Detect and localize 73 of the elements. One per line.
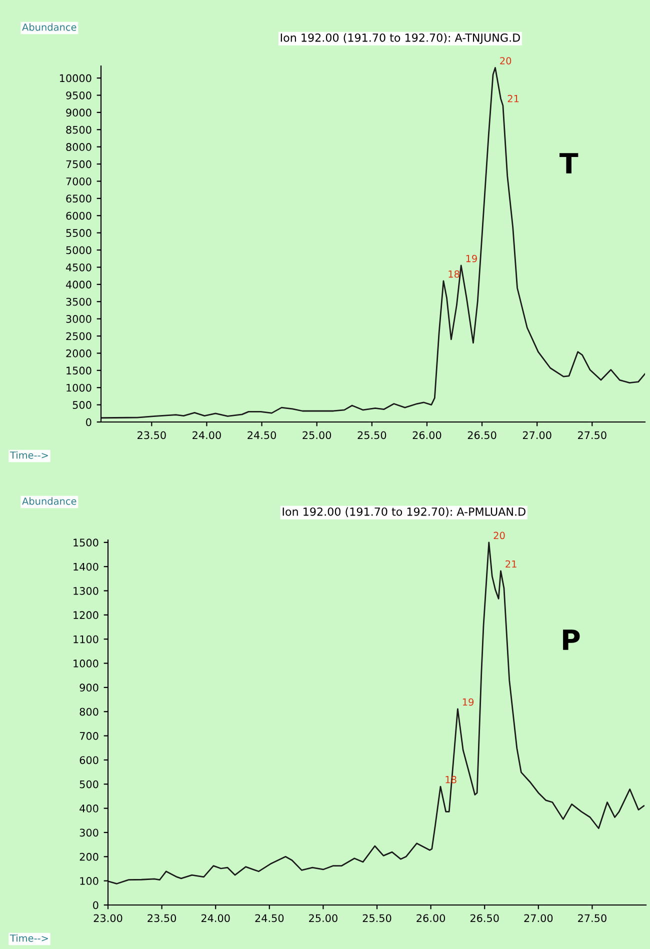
chart-title: Ion 192.00 (191.70 to 192.70): A-PMLUAN.D bbox=[282, 507, 526, 518]
x-axis-title: Time--> bbox=[10, 934, 48, 942]
y-tick-label: 800 bbox=[80, 708, 98, 716]
x-tick-label: 27.50 bbox=[578, 431, 606, 440]
y-tick-label: 5000 bbox=[66, 246, 92, 254]
y-tick-label: 8500 bbox=[66, 126, 92, 134]
y-tick-label: 900 bbox=[80, 684, 98, 692]
y-tick-label: 1400 bbox=[74, 562, 98, 571]
y-tick-label: 600 bbox=[80, 756, 98, 764]
annotation: P bbox=[563, 630, 580, 650]
y-tick-label: 7500 bbox=[66, 160, 92, 168]
y-tick-label: 3000 bbox=[66, 315, 92, 323]
y-tick-label: 5500 bbox=[66, 229, 92, 237]
y-tick-label: 1200 bbox=[74, 611, 98, 620]
annotation: 21 bbox=[508, 94, 519, 102]
y-axis-title: Abundance bbox=[22, 23, 76, 31]
y-tick-label: 1000 bbox=[66, 384, 92, 392]
x-tick-label: 24.50 bbox=[248, 431, 276, 440]
chart-title: Ion 192.00 (191.70 to 192.70): A-TNJUNG.D bbox=[280, 33, 520, 44]
x-tick-label: 23.50 bbox=[138, 431, 166, 440]
annotation: 19 bbox=[466, 254, 477, 262]
y-tick-label: 1500 bbox=[74, 538, 98, 547]
x-axis-title: Time--> bbox=[10, 451, 48, 459]
x-tick-label: 25.00 bbox=[309, 914, 338, 922]
y-tick-label: 0 bbox=[86, 418, 92, 426]
annotation: 19 bbox=[462, 698, 474, 706]
y-tick-label: 9000 bbox=[66, 108, 92, 117]
y-tick-label: 300 bbox=[80, 828, 98, 837]
y-tick-label: 10000 bbox=[60, 74, 92, 82]
y-tick-label: 3500 bbox=[66, 298, 92, 306]
y-tick-label: 1300 bbox=[74, 586, 98, 595]
y-tick-label: 1100 bbox=[74, 635, 98, 644]
y-tick-label: 100 bbox=[80, 877, 98, 885]
y-tick-label: 1000 bbox=[74, 660, 98, 668]
x-tick-label: 27.00 bbox=[524, 914, 553, 922]
x-tick-label: 24.00 bbox=[201, 914, 230, 922]
y-tick-label: 8000 bbox=[66, 143, 92, 151]
y-axis-title: Abundance bbox=[22, 497, 76, 505]
x-tick-label: 25.50 bbox=[362, 914, 392, 922]
annotation: 20 bbox=[500, 57, 512, 64]
line-series bbox=[108, 542, 645, 884]
y-tick-label: 9500 bbox=[66, 91, 92, 100]
y-tick-label: 500 bbox=[72, 401, 92, 409]
y-tick-label: 2000 bbox=[66, 349, 92, 358]
x-tick-label: 26.00 bbox=[416, 914, 446, 922]
x-tick-label: 23.00 bbox=[94, 914, 122, 922]
annotation: 21 bbox=[506, 560, 516, 568]
x-tick-label: 24.00 bbox=[192, 431, 221, 440]
line-series bbox=[101, 67, 645, 419]
y-tick-label: 6500 bbox=[66, 194, 92, 203]
y-tick-label: 1500 bbox=[66, 366, 92, 375]
y-tick-label: 7000 bbox=[66, 177, 92, 186]
x-tick-label: 24.50 bbox=[255, 914, 284, 922]
y-tick-label: 4000 bbox=[66, 280, 92, 289]
y-tick-label: 0 bbox=[93, 901, 98, 910]
annotation: T bbox=[560, 153, 578, 174]
annotation: 20 bbox=[494, 532, 505, 540]
x-tick-label: 26.50 bbox=[468, 431, 496, 440]
y-tick-label: 400 bbox=[80, 804, 98, 812]
x-tick-label: 26.50 bbox=[470, 914, 499, 922]
y-tick-label: 4500 bbox=[66, 263, 92, 272]
y-tick-label: 700 bbox=[80, 732, 98, 740]
x-tick-label: 25.00 bbox=[302, 431, 332, 440]
y-tick-label: 6000 bbox=[66, 212, 92, 220]
annotation: 18 bbox=[448, 270, 460, 278]
x-tick-label: 27.00 bbox=[522, 431, 552, 440]
x-tick-label: 26.00 bbox=[412, 431, 442, 440]
x-tick-label: 27.50 bbox=[578, 914, 606, 922]
x-tick-label: 23.50 bbox=[148, 914, 176, 922]
y-tick-label: 2500 bbox=[66, 332, 92, 340]
x-tick-label: 25.50 bbox=[358, 431, 386, 440]
y-tick-label: 200 bbox=[80, 852, 98, 861]
y-tick-label: 500 bbox=[80, 780, 98, 788]
